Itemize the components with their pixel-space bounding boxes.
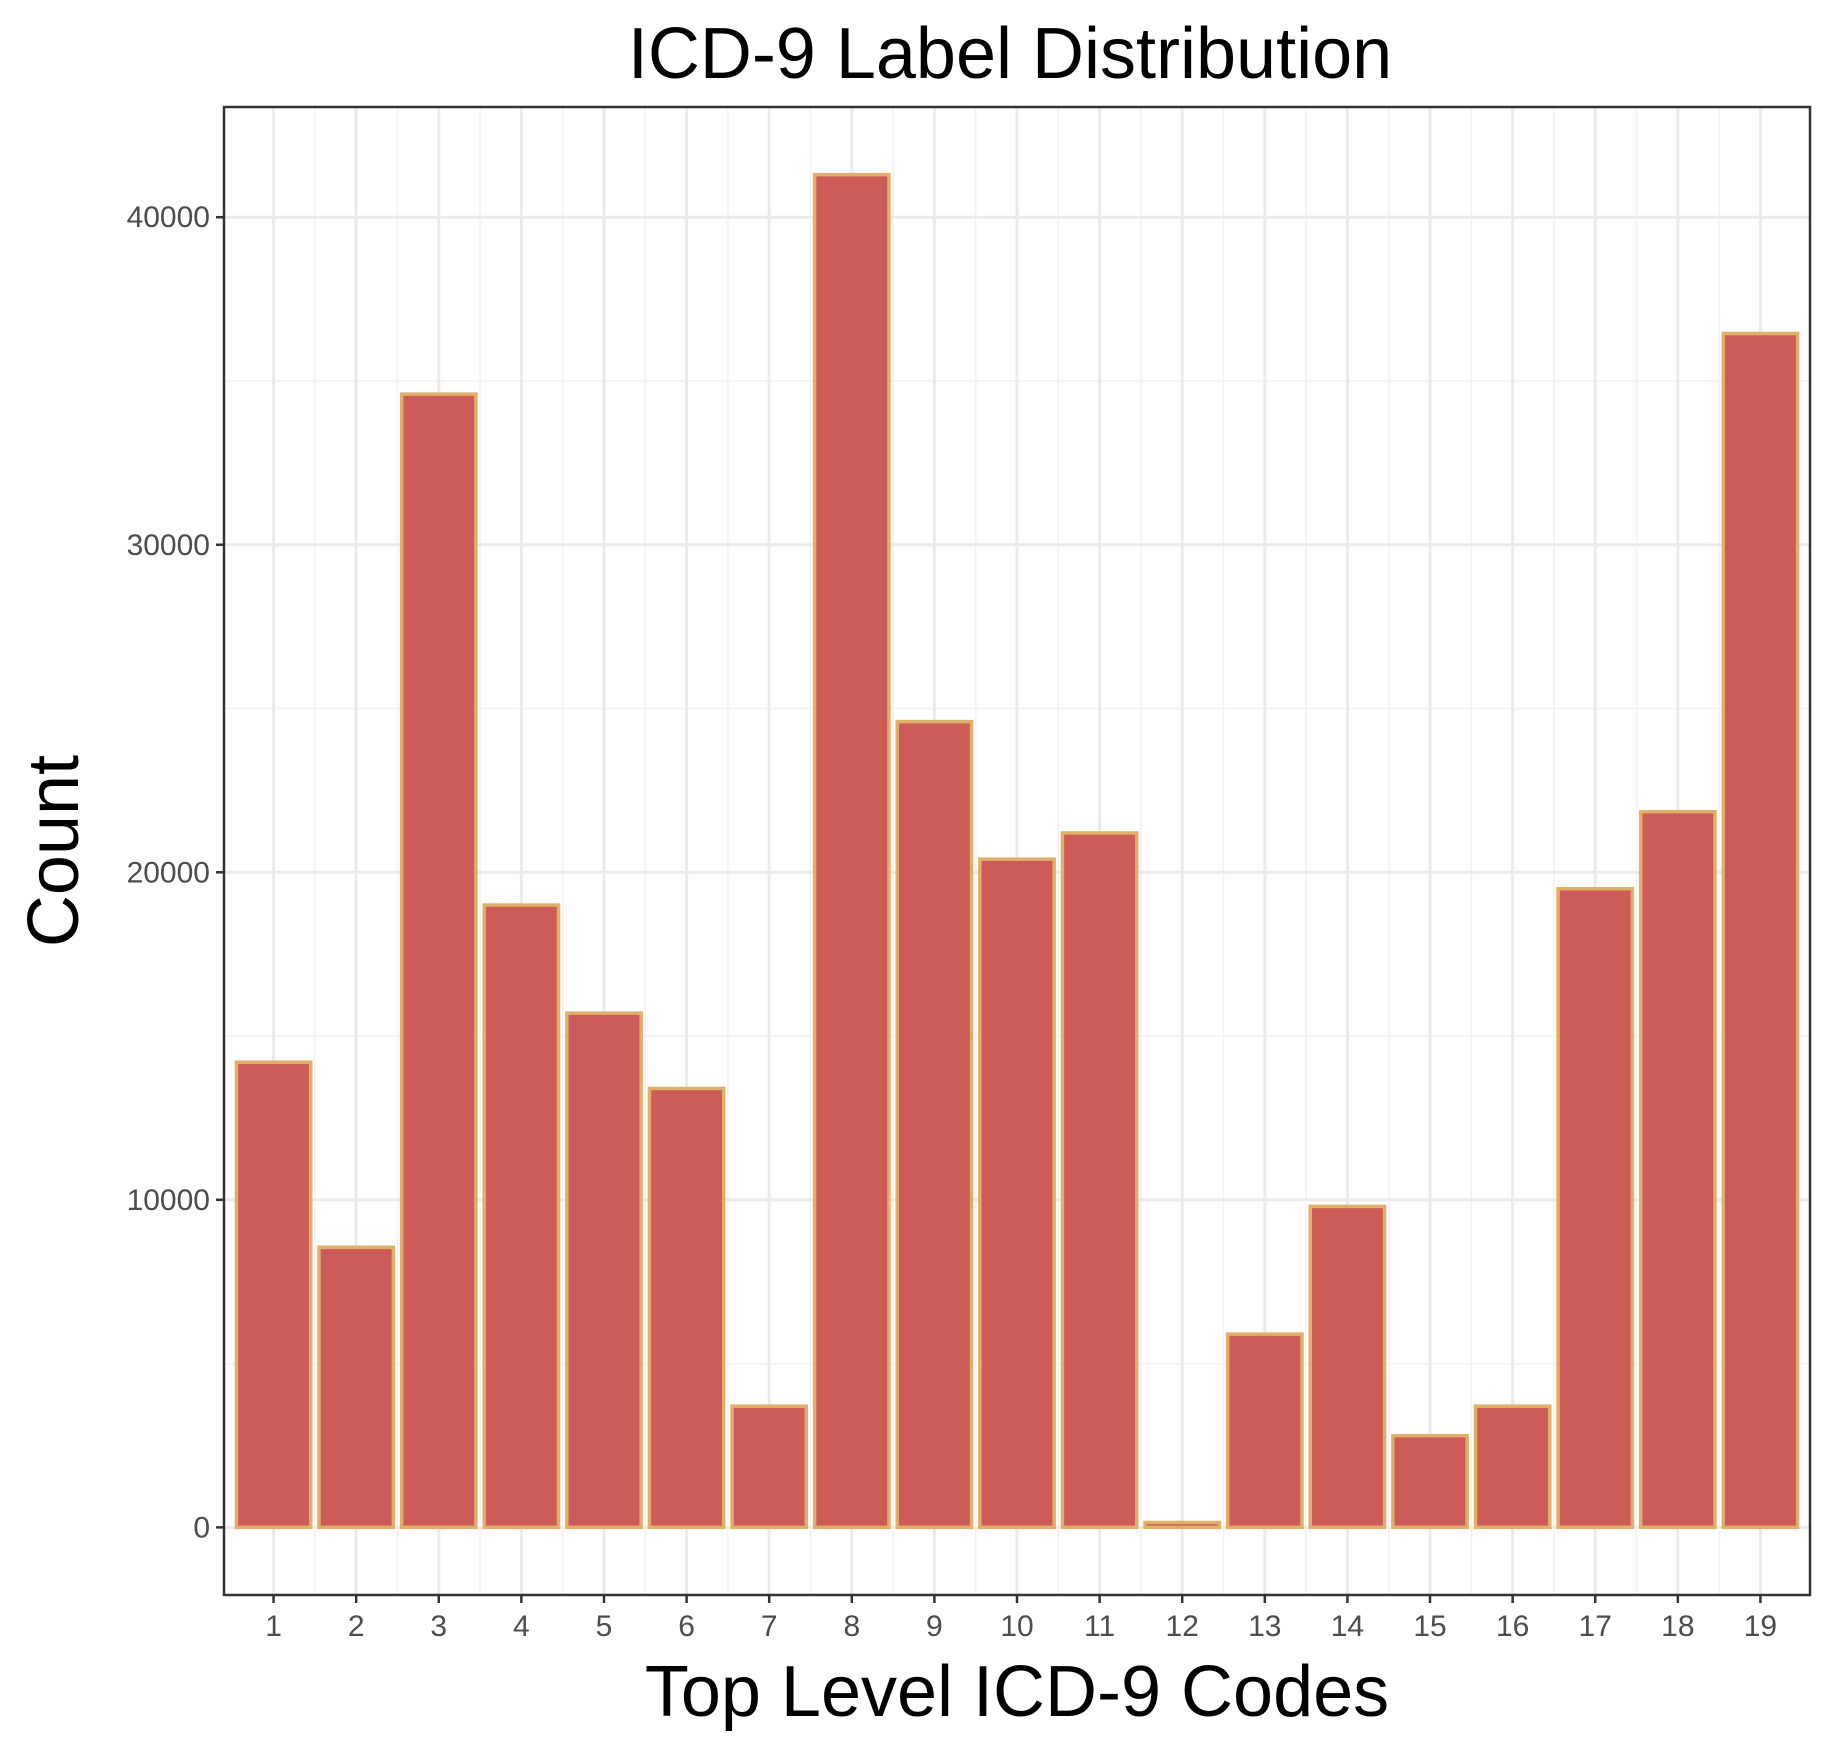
x-tick-label: 6 [678, 1610, 695, 1643]
x-tick-label: 11 [1084, 1610, 1115, 1643]
bar-14 [1308, 1204, 1387, 1530]
bar-9 [895, 719, 974, 1530]
y-tick-label: 40000 [127, 201, 210, 234]
x-tick-label: 2 [348, 1610, 365, 1643]
x-tick-label: 14 [1331, 1610, 1364, 1643]
x-tick-label: 16 [1496, 1610, 1529, 1643]
chart-title: ICD-9 Label Distribution [628, 14, 1392, 94]
bar-3 [399, 392, 478, 1530]
bar-5 [565, 1011, 643, 1530]
bar-12 [1143, 1520, 1222, 1530]
x-tick-label: 8 [843, 1610, 860, 1643]
bar-16 [1473, 1404, 1552, 1530]
bar-4 [482, 903, 561, 1530]
x-tick-label: 18 [1661, 1610, 1694, 1643]
x-tick-label: 12 [1166, 1610, 1199, 1643]
y-axis: 0 10000 20000 30000 40000 [127, 201, 224, 1544]
bar-1 [234, 1060, 313, 1530]
bar-17 [1556, 886, 1635, 1530]
y-tick-label: 20000 [127, 856, 210, 889]
bar-13 [1225, 1332, 1304, 1530]
bar-11 [1060, 831, 1139, 1530]
bar-18 [1638, 809, 1717, 1530]
bar-8 [812, 172, 891, 1530]
bars [234, 172, 1800, 1530]
y-tick-label: 0 [193, 1511, 210, 1544]
x-tick-label: 3 [430, 1610, 447, 1643]
x-tick-label: 15 [1413, 1610, 1446, 1643]
bar-15 [1391, 1433, 1469, 1530]
x-axis: 1 2 3 4 5 6 7 8 9 10 11 12 13 14 15 16 17 18 19 [265, 1595, 1777, 1643]
x-tick-label: 10 [1000, 1610, 1033, 1643]
y-tick-label: 10000 [127, 1184, 210, 1217]
y-axis-title: Count [14, 755, 94, 947]
x-tick-label: 17 [1579, 1610, 1612, 1643]
bar-7 [730, 1404, 809, 1530]
bar-6 [647, 1086, 726, 1530]
x-tick-label: 19 [1744, 1610, 1777, 1643]
x-axis-title: Top Level ICD-9 Codes [645, 1652, 1389, 1732]
bar-19 [1721, 331, 1800, 1530]
x-tick-label: 5 [596, 1610, 613, 1643]
x-tick-label: 9 [926, 1610, 943, 1643]
bar-10 [978, 857, 1056, 1530]
x-tick-label: 4 [513, 1610, 530, 1643]
y-tick-label: 30000 [127, 529, 210, 562]
x-tick-label: 7 [761, 1610, 778, 1643]
x-tick-label: 1 [265, 1610, 282, 1643]
bar-2 [317, 1245, 396, 1530]
x-tick-label: 13 [1248, 1610, 1281, 1643]
